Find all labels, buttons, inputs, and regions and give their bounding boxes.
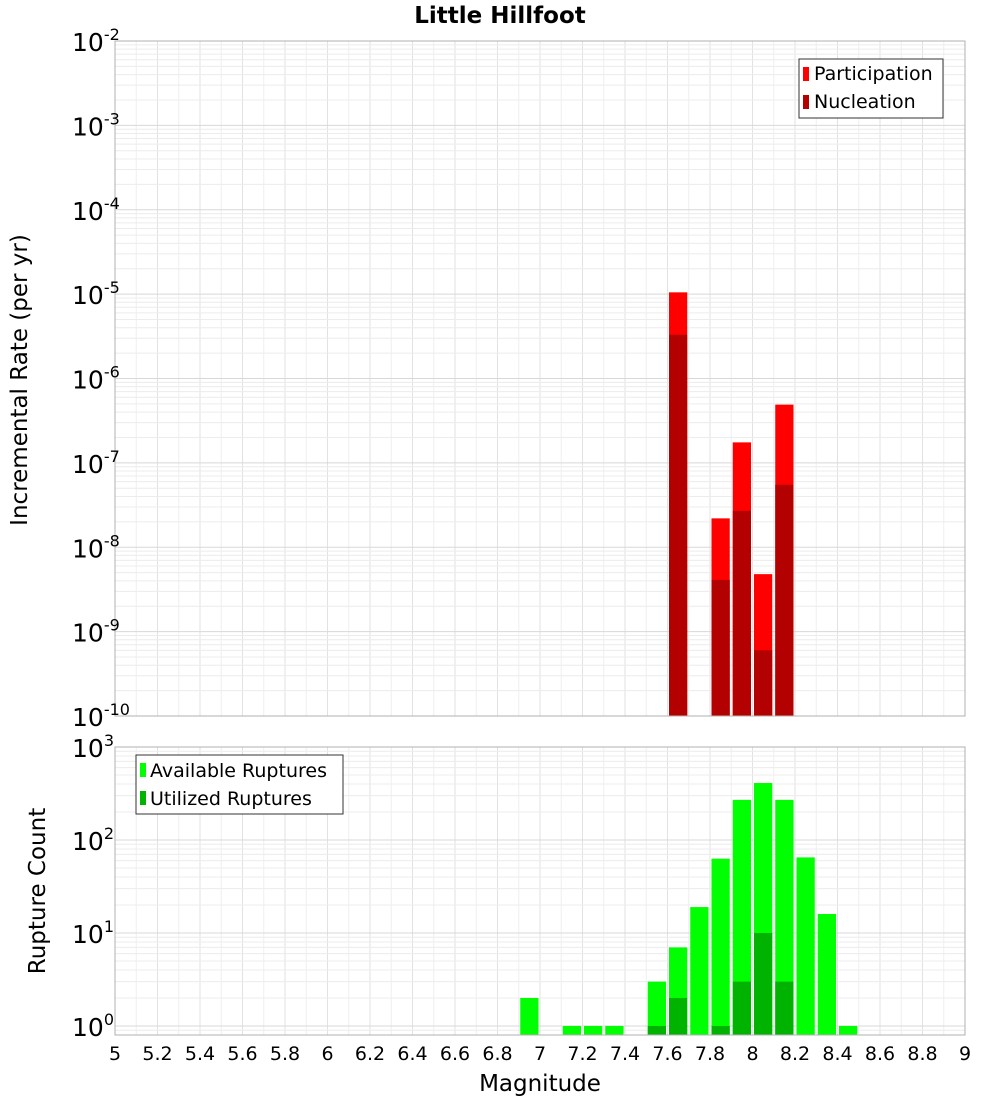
x-tick-label: 6.8: [482, 1043, 512, 1065]
x-tick-label: 6.2: [355, 1043, 385, 1065]
top-plot-bars: [669, 292, 794, 716]
x-tick-label: 7.4: [610, 1043, 640, 1065]
x-tick-label: 7.8: [695, 1043, 725, 1065]
utilized-ruptures-bar: [711, 1025, 730, 1035]
x-tick-label: 5: [109, 1043, 121, 1065]
available-ruptures-bar: [732, 799, 751, 1035]
bottom-legend: Available Ruptures Utilized Ruptures: [135, 754, 344, 815]
available-ruptures-bar: [690, 907, 709, 1035]
x-tick-label: 7.2: [567, 1043, 597, 1065]
bottom-plot-bars: [520, 783, 858, 1035]
legend-participation: Participation: [814, 63, 933, 85]
y-tick-label: 10-7: [72, 447, 120, 479]
available-ruptures-bar: [584, 1025, 603, 1035]
utilized-ruptures-bar: [775, 981, 794, 1035]
top-plot-gridlines: [114, 41, 966, 717]
bottom-legend-box: [135, 754, 344, 815]
available-ruptures-bar: [605, 1025, 624, 1035]
top-y-tick-labels: 10-2 10-3 10-4 10-5 10-6 10-7 10-8 10-9 10-10: [72, 25, 130, 732]
legend-utilized-ruptures: Utilized Ruptures: [150, 788, 312, 810]
y-tick-label: 10-9: [72, 616, 120, 648]
legend-nucleation: Nucleation: [814, 91, 916, 113]
x-tick-label: 5.2: [142, 1043, 172, 1065]
utilized-ruptures-bar: [754, 932, 773, 1035]
nucleation-bar: [669, 334, 688, 716]
nucleation-bar: [732, 510, 751, 716]
x-axis-label: Magnitude: [479, 1071, 601, 1097]
available-ruptures-bar: [775, 799, 794, 1035]
top-chart-title: Little Hillfoot: [414, 3, 586, 29]
y-tick-label: 101: [72, 917, 114, 949]
available-ruptures-bar: [796, 857, 815, 1035]
x-tick-label: 5.8: [270, 1043, 300, 1065]
nucleation-bar: [711, 579, 730, 716]
y-tick-label: 100: [72, 1010, 114, 1042]
top-plot-frame: [114, 40, 966, 717]
utilized-ruptures-bar: [732, 981, 751, 1035]
x-tick-label: 6.6: [440, 1043, 470, 1065]
x-tick-label: 8.4: [822, 1043, 852, 1065]
y-tick-label: 10-10: [72, 700, 130, 732]
bottom-y-tick-labels: 103 102 101 100: [72, 731, 114, 1042]
x-tick-label: 5.4: [185, 1043, 215, 1065]
nucleation-swatch: [803, 95, 809, 109]
y-tick-label: 10-2: [72, 25, 120, 57]
x-tick-label: 6.4: [397, 1043, 427, 1065]
available-ruptures-bar: [839, 1025, 858, 1035]
available-ruptures-bar: [711, 858, 730, 1035]
top-legend-box: [798, 58, 944, 119]
available-ruptures-bar: [562, 1025, 581, 1035]
x-tick-label: 8.8: [907, 1043, 937, 1065]
x-tick-label: 5.6: [227, 1043, 257, 1065]
nucleation-bar: [754, 650, 773, 716]
x-tick-label: 9: [959, 1043, 971, 1065]
top-y-axis-label: Incremental Rate (per yr): [7, 234, 33, 526]
available-ruptures-bar: [647, 981, 666, 1035]
bottom-y-axis-label: Rupture Count: [25, 808, 51, 974]
y-tick-label: 103: [72, 731, 114, 763]
available-ruptures-swatch: [140, 763, 146, 777]
nucleation-bar: [775, 484, 794, 716]
legend-available-ruptures: Available Ruptures: [150, 760, 327, 782]
utilized-ruptures-bar: [669, 997, 688, 1035]
x-tick-label: 7.6: [652, 1043, 682, 1065]
bottom-plot-frame: [114, 746, 966, 1036]
x-tick-label: 6: [321, 1043, 333, 1065]
y-tick-label: 10-8: [72, 531, 120, 563]
available-ruptures-bar: [817, 914, 836, 1035]
x-tick-label: 8.6: [865, 1043, 895, 1065]
utilized-ruptures-bar: [647, 1025, 666, 1035]
top-legend: Participation Nucleation: [798, 58, 944, 119]
y-tick-label: 102: [72, 824, 114, 856]
participation-swatch: [803, 67, 809, 81]
y-tick-label: 10-4: [72, 194, 120, 226]
y-tick-label: 10-5: [72, 278, 120, 310]
x-tick-label: 8.2: [780, 1043, 810, 1065]
y-tick-label: 10-6: [72, 363, 120, 395]
y-tick-label: 10-3: [72, 109, 120, 141]
x-tick-labels: 5 5.2 5.4 5.6 5.8 6 6.2 6.4 6.6 6.8 7 7.2 7.4 7.6 7.8 8…: [109, 1043, 971, 1065]
x-tick-label: 7: [534, 1043, 546, 1065]
x-tick-label: 8: [746, 1043, 758, 1065]
utilized-ruptures-swatch: [140, 791, 146, 805]
available-ruptures-bar: [520, 997, 539, 1035]
